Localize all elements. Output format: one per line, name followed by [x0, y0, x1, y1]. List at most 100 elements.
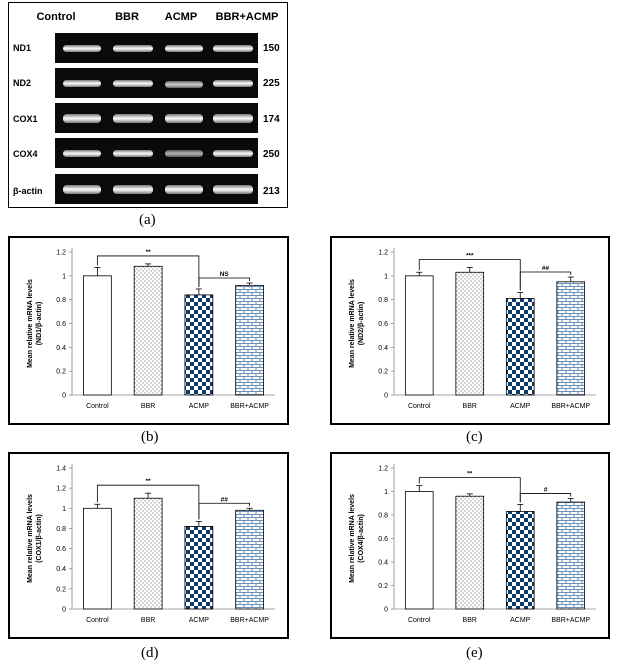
y-tick-label: 0 — [384, 607, 388, 614]
gel-row-label: COX4 — [13, 149, 38, 159]
gel-band — [63, 45, 101, 52]
y-tick-label: 0 — [62, 607, 66, 614]
significance-label: ## — [542, 265, 550, 272]
gel-band — [213, 45, 253, 52]
panel-label-b: (b) — [141, 429, 159, 445]
bar-chart-nd2: Mean relative mRNA levels (ND2/β-actin) 0 0… — [349, 248, 596, 410]
gel-band — [113, 45, 153, 52]
y-tick-label: 0 — [384, 393, 388, 400]
x-tick-label: Control — [408, 403, 431, 410]
chart-panel-b: Mean relative mRNA levels (ND1/β-actin) 0 0… — [8, 236, 289, 425]
y-tick-label: 0.6 — [378, 321, 388, 328]
y-tick-label: 0.2 — [56, 369, 66, 376]
gel-row-size: 225 — [263, 78, 280, 89]
gel-row-size: 174 — [263, 114, 280, 125]
y-axis-title: Mean relative mRNA levels — [27, 279, 34, 368]
bar — [133, 265, 163, 396]
gel-row-size: 213 — [263, 186, 280, 197]
y-tick-label: 0.4 — [56, 566, 66, 573]
chart-panel-d: Mean relative mRNA levels (COX1/β-actin) 0… — [8, 452, 289, 639]
gel-band — [63, 150, 101, 157]
x-tick-label: BBR+ACMP — [230, 617, 269, 624]
significance-bracket — [96, 255, 200, 287]
gel-band — [63, 185, 101, 194]
gel-row-label: ND1 — [13, 43, 32, 53]
x-tick-label: ACMP — [189, 403, 210, 410]
chart-panel-c: Mean relative mRNA levels (ND2/β-actin) 0 0… — [330, 236, 610, 425]
significance-bracket — [519, 493, 572, 503]
y-tick-label: 0.2 — [56, 586, 66, 593]
significance-bracket — [198, 502, 251, 520]
gel-strip — [55, 138, 258, 168]
x-tick-label: ACMP — [510, 617, 531, 624]
bar — [455, 271, 485, 396]
bar — [556, 281, 586, 396]
y-tick-label: 0.8 — [56, 526, 66, 533]
y-tick-label: 1.4 — [56, 466, 66, 473]
bar — [505, 298, 535, 396]
y-tick-label: 0.8 — [56, 297, 66, 304]
x-tick-label: BBR — [463, 617, 477, 624]
bar — [184, 294, 214, 396]
panel-label-a: (a) — [139, 212, 156, 228]
gel-strip — [55, 68, 258, 98]
gel-band — [165, 185, 203, 194]
bar — [83, 275, 112, 396]
bar — [505, 511, 535, 610]
x-tick-label: BBR — [141, 403, 155, 410]
y-axis-title: Mean relative mRNA levels — [349, 494, 356, 583]
bar — [404, 491, 434, 610]
gel-band — [213, 185, 253, 194]
bar — [83, 507, 112, 610]
x-tick-label: BBR+ACMP — [551, 617, 590, 624]
gel-row-label: ND2 — [13, 78, 32, 88]
x-tick-label: BBR+ACMP — [551, 403, 590, 410]
x-tick-label: Control — [86, 617, 109, 624]
gel-strip — [55, 33, 258, 63]
gel-row-size: 250 — [263, 149, 280, 160]
lane-label-bbr-acmp: BBR+ACMP — [215, 11, 279, 23]
bar-chart-nd1: Mean relative mRNA levels (ND1/β-actin) 0 0… — [27, 248, 275, 410]
gel-band — [113, 114, 153, 123]
x-tick-label: ACMP — [510, 403, 531, 410]
y-axis-title-unit: (ND2/β-actin) — [358, 302, 365, 346]
bar — [455, 495, 485, 610]
y-tick-label: 0.6 — [56, 546, 66, 553]
y-tick-label: 0.4 — [378, 345, 388, 352]
y-tick-label: 0.4 — [56, 345, 66, 352]
chart-panel-e: Mean relative mRNA levels (COX4/β-actin) 0… — [330, 452, 610, 639]
y-tick-label: 1.2 — [56, 486, 66, 493]
x-tick-label: Control — [408, 617, 431, 624]
lane-label-bbr: BBR — [115, 11, 139, 23]
gel-row-label: β-actin — [13, 186, 43, 196]
y-tick-label: 1 — [384, 273, 388, 280]
significance-label: NS — [220, 271, 230, 278]
x-tick-label: ACMP — [189, 617, 210, 624]
gel-band — [165, 114, 203, 123]
y-tick-label: 1 — [62, 506, 66, 513]
gel-band — [165, 81, 203, 88]
bar — [133, 497, 163, 610]
y-tick-label: 0.8 — [378, 297, 388, 304]
y-tick-label: 1 — [384, 489, 388, 496]
x-tick-label: BBR — [463, 403, 477, 410]
significance-label: # — [544, 487, 548, 494]
gel-band — [213, 80, 253, 87]
gel-row-size: 150 — [263, 43, 280, 54]
significance-bracket — [198, 277, 251, 287]
panel-label-d: (d) — [141, 645, 159, 661]
gel-band — [63, 114, 101, 123]
y-tick-label: 0.6 — [378, 536, 388, 543]
y-axis-title: Mean relative mRNA levels — [349, 279, 356, 368]
y-tick-label: 0 — [62, 393, 66, 400]
significance-label: ## — [221, 496, 229, 503]
bar — [235, 509, 264, 610]
y-tick-label: 0.6 — [56, 321, 66, 328]
significance-label: *** — [466, 252, 474, 259]
panel-label-c: (c) — [466, 429, 483, 445]
y-tick-label: 1.2 — [378, 250, 388, 257]
gel-band — [113, 150, 153, 157]
bar-chart-cox4: Mean relative mRNA levels (COX4/β-actin) 0… — [349, 464, 596, 624]
significance-bracket — [418, 477, 521, 503]
x-tick-label: Control — [86, 403, 109, 410]
